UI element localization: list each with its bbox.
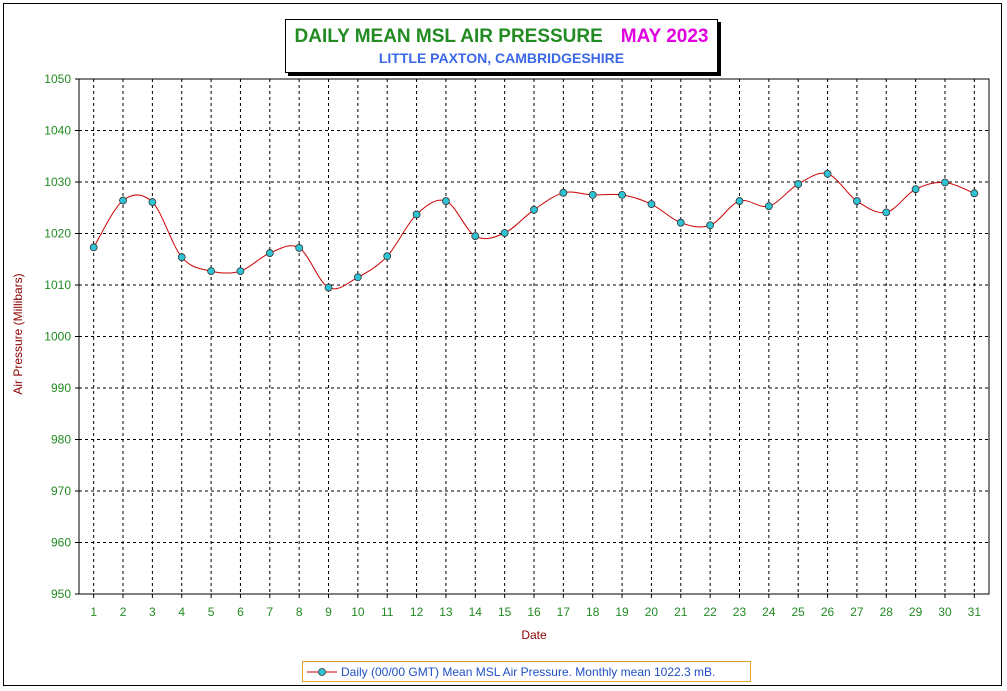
y-tick-label: 980 xyxy=(51,433,71,447)
x-tick-label: 17 xyxy=(557,605,571,619)
chart-title: DAILY MEAN MSL AIR PRESSURE xyxy=(294,26,603,47)
data-point xyxy=(207,267,215,275)
x-tick-label: 22 xyxy=(703,605,717,619)
data-point xyxy=(265,249,274,257)
x-tick-label: 25 xyxy=(792,605,806,619)
data-point xyxy=(119,196,127,205)
x-tick-label: 30 xyxy=(938,605,952,619)
data-point xyxy=(295,244,304,252)
y-tick-label: 1040 xyxy=(44,124,71,138)
data-point xyxy=(412,210,421,219)
x-tick-label: 18 xyxy=(586,605,600,619)
data-point xyxy=(353,273,362,282)
x-tick-label: 24 xyxy=(762,605,776,619)
x-tick-label: 8 xyxy=(296,605,303,619)
data-point xyxy=(530,205,538,214)
data-point xyxy=(442,197,450,205)
x-tick-label: 6 xyxy=(237,605,244,619)
x-tick-label: 28 xyxy=(880,605,894,619)
grid-layer xyxy=(79,79,989,594)
legend: Daily (00/00 GMT) Mean MSL Air Pressure.… xyxy=(302,661,751,682)
y-axis-label: Air Pressure (Millibars) xyxy=(11,273,25,394)
data-point xyxy=(177,253,186,262)
x-tick-label: 2 xyxy=(120,605,127,619)
x-tick-label: 23 xyxy=(733,605,747,619)
y-tick-label: 1050 xyxy=(44,72,71,86)
data-point xyxy=(735,197,744,205)
x-tick-label: 16 xyxy=(527,605,541,619)
data-point xyxy=(588,190,597,199)
x-tick-label: 13 xyxy=(439,605,453,619)
x-tick-label: 19 xyxy=(615,605,629,619)
x-tick-label: 26 xyxy=(821,605,835,619)
x-tick-label: 15 xyxy=(498,605,512,619)
data-point xyxy=(823,169,832,178)
x-tick-label: 1 xyxy=(90,605,97,619)
chart-subtitle: LITTLE PAXTON, CAMBRIDGESHIRE xyxy=(378,50,625,66)
data-point xyxy=(941,178,949,187)
y-tick-label: 990 xyxy=(51,381,71,395)
chart-frame xyxy=(3,3,1002,686)
data-point xyxy=(559,188,568,197)
chart-title-box: DAILY MEAN MSL AIR PRESSURE MAY 2023 LITT… xyxy=(285,19,718,73)
data-point xyxy=(500,229,509,237)
x-tick-label: 4 xyxy=(178,605,185,619)
x-tick-label: 5 xyxy=(208,605,215,619)
data-point xyxy=(911,185,920,194)
data-point xyxy=(618,190,626,199)
data-point xyxy=(148,198,157,206)
x-tick-label: 3 xyxy=(149,605,156,619)
y-tick-label: 1020 xyxy=(44,227,71,241)
x-tick-label: 11 xyxy=(381,605,394,619)
x-tick-label: 12 xyxy=(410,605,424,619)
y-tick-label: 1030 xyxy=(44,175,71,189)
data-point xyxy=(970,189,979,198)
x-tick-label: 14 xyxy=(469,605,483,619)
data-point xyxy=(324,283,333,292)
axis-layer: 9509609709809901000101010201030104010501… xyxy=(44,72,990,619)
y-tick-label: 1010 xyxy=(44,278,71,292)
data-point xyxy=(794,180,803,188)
chart-title-month: MAY 2023 xyxy=(620,26,709,47)
x-tick-label: 21 xyxy=(674,605,688,619)
y-tick-label: 960 xyxy=(51,536,71,550)
x-tick-label: 27 xyxy=(850,605,864,619)
x-tick-label: 29 xyxy=(909,605,923,619)
data-point xyxy=(647,200,656,209)
data-point xyxy=(676,218,685,227)
x-tick-label: 20 xyxy=(645,605,659,619)
x-tick-label: 9 xyxy=(325,605,332,619)
data-point xyxy=(706,221,715,230)
data-point xyxy=(764,202,773,211)
y-tick-label: 1000 xyxy=(44,330,71,344)
data-point xyxy=(236,267,245,275)
y-tick-label: 970 xyxy=(51,484,71,498)
data-point xyxy=(471,232,480,240)
data-point xyxy=(853,197,861,205)
x-tick-label: 31 xyxy=(968,605,982,619)
legend-label: Daily (00/00 GMT) Mean MSL Air Pressure.… xyxy=(341,664,716,679)
plot-area-border xyxy=(78,78,990,595)
legend-swatch-icon xyxy=(307,667,337,676)
x-tick-label: 10 xyxy=(351,605,365,619)
y-tick-label: 950 xyxy=(51,587,71,601)
data-point xyxy=(882,208,891,217)
data-point xyxy=(89,243,98,252)
series-layer xyxy=(89,169,979,292)
x-tick-label: 7 xyxy=(266,605,273,619)
data-point xyxy=(383,252,392,261)
x-axis-label: Date xyxy=(521,628,547,642)
